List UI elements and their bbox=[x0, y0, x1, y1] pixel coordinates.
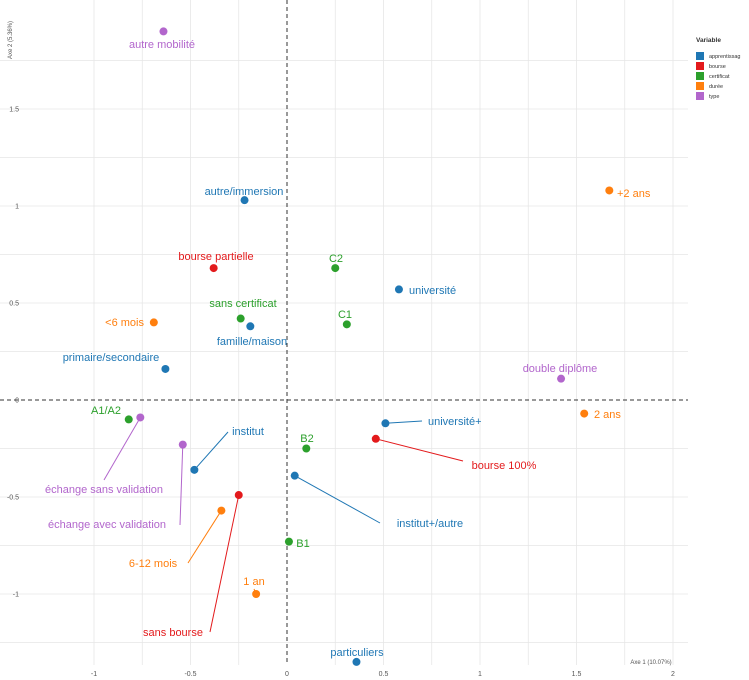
legend-label: certificat bbox=[709, 74, 730, 80]
x-tick-label: -1 bbox=[91, 671, 97, 678]
label-leader-line bbox=[179, 444, 184, 526]
label-leader-line bbox=[294, 475, 381, 524]
label-leader-line bbox=[385, 420, 423, 424]
legend-swatch bbox=[696, 62, 704, 70]
legend-swatch bbox=[696, 82, 704, 90]
data-point-label: autre mobilité bbox=[129, 39, 195, 51]
x-axis-label: Axe 1 (10.07%) bbox=[630, 660, 671, 666]
data-point-label: double diplôme bbox=[523, 363, 598, 375]
data-point bbox=[342, 320, 351, 329]
data-point-label: échange sans validation bbox=[45, 484, 163, 496]
y-tick-label: 1.5 bbox=[9, 107, 19, 114]
data-point bbox=[352, 657, 361, 666]
legend-label: apprentissag bbox=[709, 54, 741, 60]
x-tick-label: 1 bbox=[478, 671, 482, 678]
y-tick-label: 0 bbox=[15, 398, 19, 405]
data-point bbox=[290, 471, 299, 480]
data-point bbox=[149, 318, 158, 327]
data-point bbox=[209, 264, 218, 273]
data-point-label: 2 ans bbox=[594, 409, 621, 421]
data-point bbox=[580, 409, 589, 418]
y-tick-label: 0.5 bbox=[9, 301, 19, 308]
data-point bbox=[557, 374, 566, 383]
data-point-label: primaire/secondaire bbox=[63, 352, 160, 364]
data-point bbox=[331, 264, 340, 273]
grid bbox=[0, 0, 688, 665]
data-point bbox=[381, 419, 390, 428]
label-leader-line bbox=[103, 417, 141, 481]
data-point bbox=[178, 440, 187, 449]
data-point bbox=[246, 322, 255, 331]
data-point-label: famille/maison bbox=[217, 336, 287, 348]
legend-swatch bbox=[696, 92, 704, 100]
y-axis-label: Axe 2 (5.36%) bbox=[8, 21, 14, 59]
data-point-label: sans certificat bbox=[209, 298, 276, 310]
data-point-label: B1 bbox=[296, 538, 309, 550]
data-point-label: autre/immersion bbox=[205, 186, 284, 198]
legend-label: type bbox=[709, 94, 719, 100]
data-points bbox=[124, 27, 614, 666]
data-point bbox=[240, 196, 249, 205]
x-tick-label: 0 bbox=[285, 671, 289, 678]
data-point bbox=[159, 27, 168, 36]
legend-label: durée bbox=[709, 84, 723, 90]
legend-title: Variable bbox=[696, 37, 721, 44]
data-point-label: institut+/autre bbox=[397, 518, 463, 530]
data-point bbox=[136, 413, 145, 422]
data-point-label: institut bbox=[232, 426, 264, 438]
y-tick-label: -0.5 bbox=[7, 495, 19, 502]
data-point bbox=[252, 590, 261, 598]
legend-label: bourse bbox=[709, 64, 726, 70]
data-point bbox=[124, 415, 133, 424]
data-point bbox=[190, 465, 199, 474]
label-leaders bbox=[103, 417, 464, 633]
x-tick-label: -0.5 bbox=[184, 671, 196, 678]
data-point bbox=[217, 506, 226, 515]
y-tick-label: -1 bbox=[13, 592, 19, 599]
data-point-label: particuliers bbox=[330, 647, 384, 659]
data-point-label: bourse partielle bbox=[178, 251, 253, 263]
data-point-label: C1 bbox=[338, 309, 352, 321]
legend: Variable apprentissag bourse certificat dur… bbox=[696, 37, 741, 100]
data-point-label: C2 bbox=[329, 253, 343, 265]
x-tick-label: 0.5 bbox=[379, 671, 389, 678]
data-point-label: université bbox=[409, 285, 456, 297]
axis-ticks: -1 -0.5 0 0.5 1 1.5 2 -1 -0.5 0 0.5 1 1.5 bbox=[7, 107, 675, 679]
data-labels: autre mobilité autre/immersion +2 ans bours… bbox=[45, 39, 651, 659]
label-leader-line bbox=[375, 438, 464, 462]
data-point-label: A1/A2 bbox=[91, 405, 121, 417]
data-point bbox=[284, 537, 293, 546]
data-point bbox=[394, 285, 403, 294]
data-point-label: 1 an bbox=[243, 576, 264, 588]
data-point bbox=[302, 444, 311, 453]
data-point bbox=[605, 186, 614, 195]
data-point bbox=[234, 491, 243, 500]
data-point bbox=[371, 434, 380, 443]
y-tick-label: 1 bbox=[15, 204, 19, 211]
data-point-label: <6 mois bbox=[105, 317, 144, 329]
data-point-label: B2 bbox=[300, 433, 313, 445]
data-point bbox=[161, 364, 170, 373]
data-point-label: échange avec validation bbox=[48, 519, 166, 531]
data-point-label: 6-12 mois bbox=[129, 558, 178, 570]
data-point bbox=[236, 314, 245, 323]
data-point-label: sans bourse bbox=[143, 627, 203, 639]
label-leader-line bbox=[193, 431, 229, 471]
label-leader-line bbox=[187, 510, 222, 564]
data-point-label: +2 ans bbox=[617, 188, 651, 200]
data-point-label: bourse 100% bbox=[472, 460, 537, 472]
label-leader-line bbox=[209, 494, 240, 633]
x-tick-label: 2 bbox=[671, 671, 675, 678]
legend-swatch bbox=[696, 52, 704, 60]
legend-swatch bbox=[696, 72, 704, 80]
data-point-label: université+ bbox=[428, 416, 482, 428]
x-tick-label: 1.5 bbox=[572, 671, 582, 678]
